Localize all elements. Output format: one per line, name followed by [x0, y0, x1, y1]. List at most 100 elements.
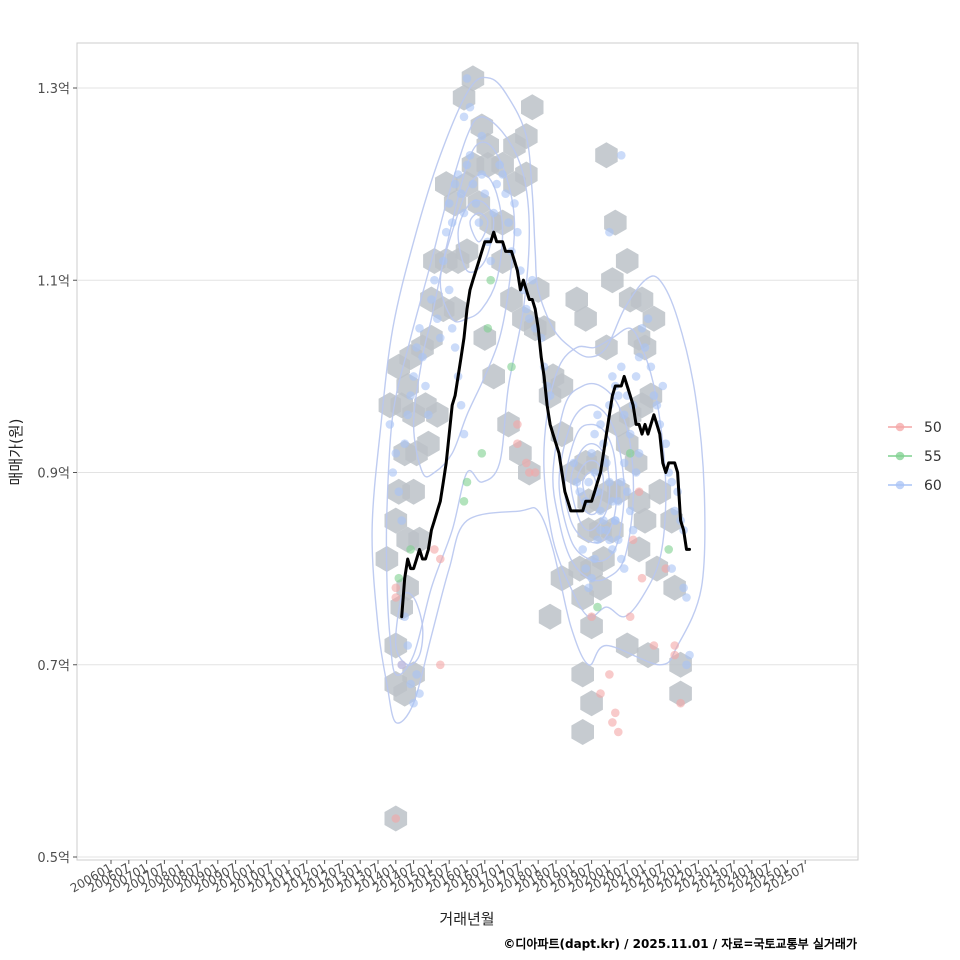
- data-point: [421, 381, 430, 391]
- data-point: [388, 468, 398, 477]
- data-point: [667, 477, 676, 487]
- legend-item-60: 60: [888, 478, 942, 494]
- data-point: [406, 391, 415, 400]
- data-point: [628, 535, 638, 545]
- hexbin-cell: [642, 305, 666, 332]
- data-point: [602, 525, 611, 535]
- data-point: [670, 650, 679, 660]
- data-point: [587, 573, 596, 583]
- data-point: [489, 208, 499, 218]
- hexbin-cell: [571, 661, 594, 688]
- data-point: [596, 689, 605, 698]
- legend-key-point: [895, 422, 905, 432]
- data-point: [450, 179, 460, 189]
- data-point: [385, 420, 395, 429]
- data-point: [596, 525, 605, 535]
- data-point: [581, 564, 590, 573]
- data-point: [459, 497, 469, 506]
- data-point: [462, 74, 472, 83]
- data-point: [667, 564, 676, 573]
- data-point: [397, 516, 407, 525]
- data-point: [637, 573, 647, 583]
- density-contour: [552, 382, 635, 582]
- data-point: [391, 449, 401, 458]
- data-point: [649, 391, 659, 400]
- data-point: [664, 545, 673, 554]
- data-point: [492, 179, 502, 189]
- series-55: [394, 275, 673, 612]
- data-point: [614, 535, 623, 545]
- data-point: [661, 564, 671, 573]
- data-point: [513, 420, 522, 429]
- data-point: [679, 583, 688, 593]
- data-point: [590, 554, 599, 564]
- data-point: [617, 362, 626, 372]
- hexbin-cell: [580, 613, 603, 640]
- data-point: [471, 199, 481, 208]
- data-point: [510, 199, 519, 208]
- series-50: [391, 420, 685, 823]
- data-point: [459, 429, 469, 439]
- data-point: [625, 612, 635, 621]
- data-point: [391, 593, 401, 602]
- data-point: [444, 285, 454, 295]
- hexbin-cell: [550, 565, 574, 592]
- hexbin-cell: [417, 430, 440, 457]
- data-point: [625, 506, 635, 516]
- data-point: [587, 612, 596, 621]
- data-point: [605, 227, 614, 237]
- data-point: [605, 477, 614, 487]
- data-point: [619, 458, 629, 468]
- data-point: [415, 324, 424, 333]
- data-point: [450, 343, 460, 352]
- data-point: [593, 410, 602, 420]
- data-point: [649, 641, 659, 650]
- hexbin-cell: [595, 142, 618, 169]
- data-point: [477, 449, 487, 458]
- data-point: [617, 151, 626, 160]
- legend-key-point: [895, 451, 905, 461]
- data-point: [670, 506, 679, 516]
- data-point: [436, 554, 445, 564]
- data-point: [640, 343, 650, 352]
- hexbin-cell: [630, 286, 654, 313]
- data-point: [447, 218, 457, 227]
- data-point: [634, 352, 644, 362]
- data-point: [441, 227, 451, 237]
- data-point: [652, 400, 662, 410]
- data-point: [444, 199, 454, 208]
- data-point: [495, 160, 504, 170]
- hexbin-cell: [589, 574, 612, 601]
- data-point: [477, 170, 487, 179]
- density-contours: [371, 76, 706, 724]
- data-point: [622, 487, 632, 497]
- legend-item-50: 50: [888, 420, 942, 436]
- data-point: [513, 227, 522, 237]
- data-point: [391, 814, 401, 823]
- data-point: [685, 650, 694, 660]
- hexbin-cell: [384, 507, 408, 534]
- data-point: [507, 362, 516, 372]
- data-point: [634, 449, 644, 458]
- data-point: [456, 400, 466, 410]
- hexbin-cell: [402, 478, 425, 505]
- data-point: [430, 545, 439, 554]
- data-point: [480, 189, 490, 198]
- y-axis-title: 매매가(원): [7, 419, 25, 486]
- data-point: [670, 641, 679, 650]
- data-point: [619, 564, 629, 573]
- data-point: [501, 189, 510, 198]
- data-point: [634, 487, 644, 497]
- data-point: [522, 458, 531, 468]
- y-tick-label: 0.5억: [37, 851, 70, 866]
- data-point: [619, 410, 629, 420]
- data-point: [447, 324, 457, 333]
- data-point: [575, 487, 584, 497]
- data-point: [522, 304, 531, 314]
- data-point: [599, 516, 608, 525]
- data-point: [628, 525, 638, 535]
- data-point: [605, 670, 614, 679]
- legend-key-point: [895, 480, 905, 490]
- data-point: [525, 314, 534, 324]
- data-point: [569, 458, 579, 468]
